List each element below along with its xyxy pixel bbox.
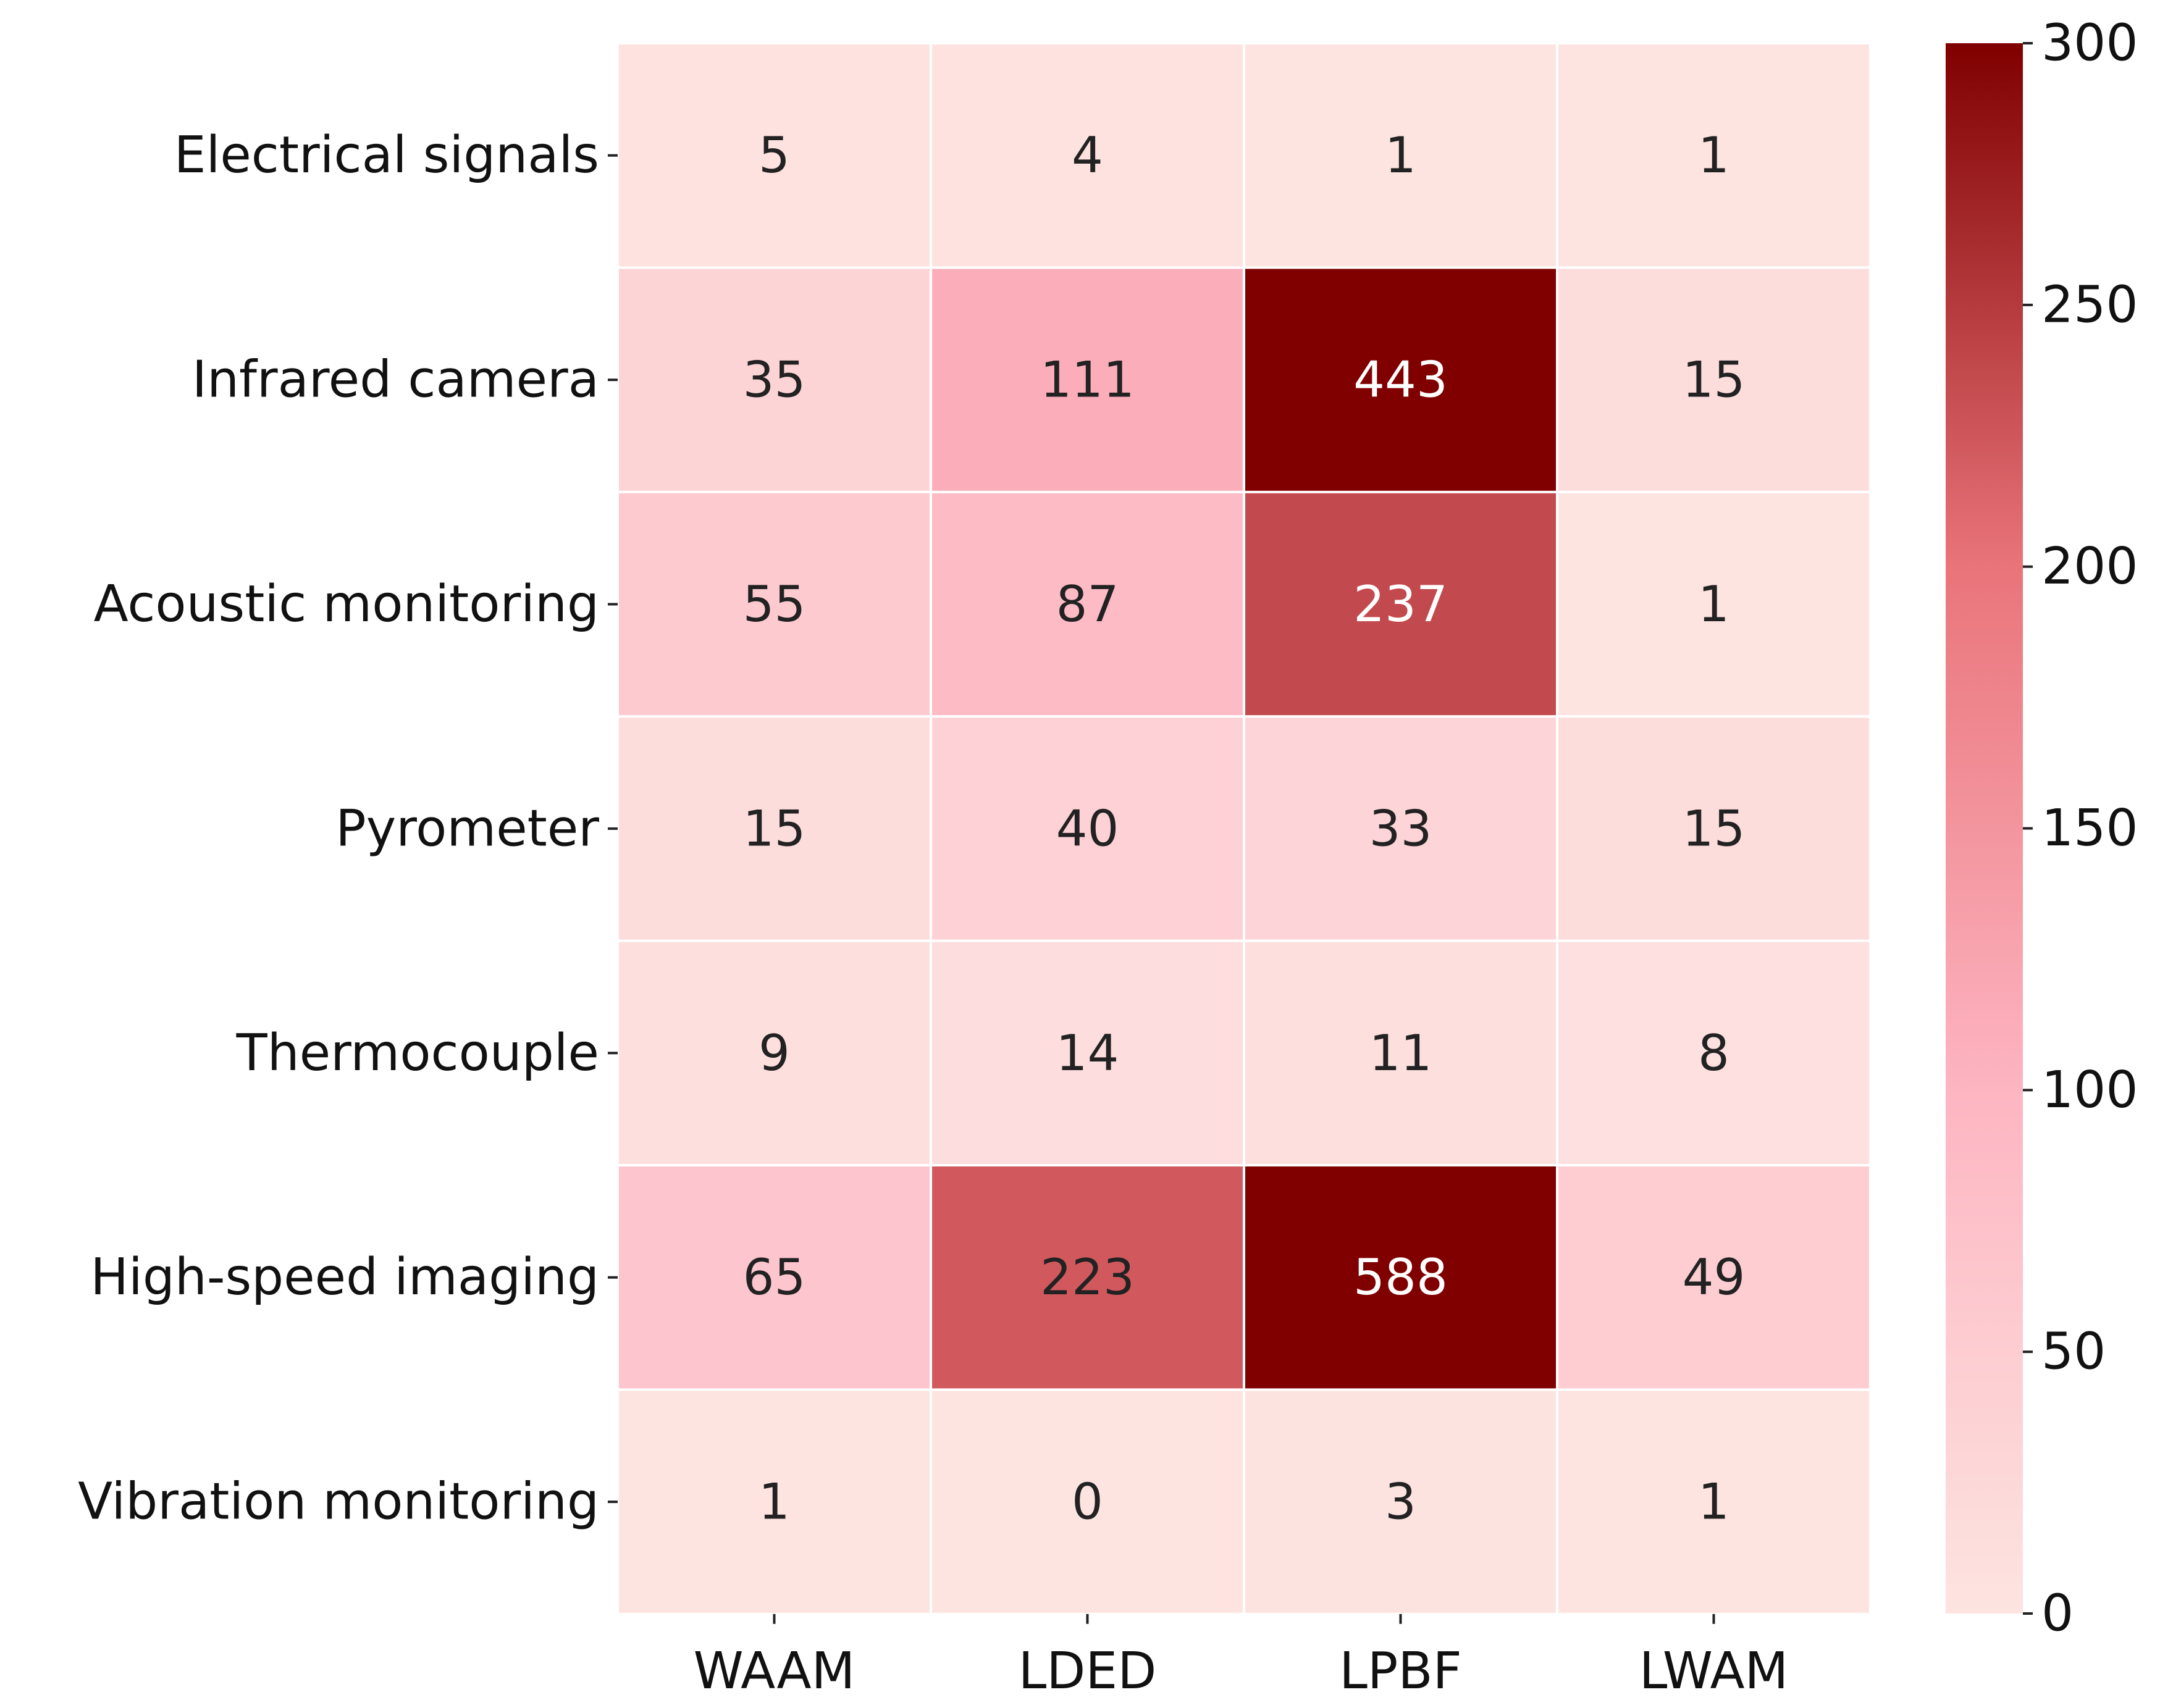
cell-value-label: 1: [759, 1473, 790, 1531]
heatmap-cell: [1245, 44, 1556, 267]
colorbar-tick-label: 100: [2041, 1061, 2138, 1120]
cell-value-label: 35: [743, 351, 806, 409]
heatmap-cell: [619, 1166, 930, 1389]
cell-value-label: 33: [1369, 800, 1432, 857]
heatmap-cell: [1558, 493, 1869, 716]
heatmap-cell: [1558, 1166, 1869, 1389]
heatmap-cell: [619, 1391, 930, 1613]
x-axis: WAAM LDED LPBF LWAM: [694, 1614, 1789, 1701]
heatmap-cell: [619, 269, 930, 491]
heatmap-cell: [619, 44, 930, 267]
heatmap-cell: [619, 493, 930, 716]
colorbar-tick-label: 300: [2041, 14, 2138, 73]
heatmap-cell: [932, 1166, 1243, 1389]
cell-value-label: 237: [1353, 576, 1448, 633]
colorbar-tick-label: 50: [2041, 1323, 2106, 1381]
colorbar-tick-label: 250: [2041, 275, 2138, 334]
colorbar-tick-label: 200: [2041, 537, 2138, 596]
heatmap-cell: [1245, 269, 1556, 491]
cell-value-label: 87: [1056, 576, 1119, 633]
heatmap-cell: [932, 269, 1243, 491]
colorbar-tick-label: 0: [2041, 1585, 2074, 1643]
row-label: Thermocouple: [236, 1024, 599, 1082]
heatmap-cell: [1558, 269, 1869, 491]
cell-value-label: 223: [1040, 1249, 1135, 1306]
heatmap-cell: [932, 718, 1243, 940]
heatmap-cells: [618, 43, 1870, 1614]
cell-value-label: 5: [759, 127, 790, 184]
colorbar-gradient: [1946, 43, 2023, 1614]
y-axis: Electrical signals Infrared camera Acousti…: [78, 126, 618, 1531]
cell-value-label: 1: [1698, 127, 1729, 184]
row-label: High-speed imaging: [90, 1248, 599, 1307]
heatmap-cell: [1558, 44, 1869, 267]
cell-value-label: 1: [1385, 127, 1416, 184]
heatmap-cell: [1558, 942, 1869, 1164]
cell-value-label: 15: [743, 800, 806, 857]
cell-value-label: 4: [1072, 127, 1103, 184]
cell-value-label: 9: [759, 1024, 790, 1082]
heatmap-cell: [1245, 1166, 1556, 1389]
cell-value-label: 15: [1683, 800, 1746, 857]
heatmap-cell: [932, 493, 1243, 716]
cell-value-label: 15: [1683, 351, 1746, 409]
colorbar-tick-label: 150: [2041, 799, 2138, 858]
cell-value-label: 1: [1698, 1473, 1729, 1531]
heatmap-cell: [932, 44, 1243, 267]
row-label: Acoustic monitoring: [94, 575, 599, 634]
cell-value-label: 40: [1056, 800, 1119, 857]
heatmap-cell: [1245, 718, 1556, 940]
heatmap-cell: [619, 942, 930, 1164]
heatmap-cell: [1245, 1391, 1556, 1613]
cell-value-label: 0: [1072, 1473, 1103, 1531]
column-label: LWAM: [1639, 1642, 1789, 1701]
heatmap-cell: [932, 942, 1243, 1164]
cell-value-label: 14: [1056, 1024, 1119, 1082]
cell-value-label: 111: [1040, 351, 1135, 409]
cell-value-label: 55: [743, 576, 806, 633]
column-label: LDED: [1019, 1642, 1157, 1701]
heatmap-cell: [619, 718, 930, 940]
row-label: Vibration monitoring: [78, 1473, 599, 1531]
row-label: Infrared camera: [192, 351, 599, 409]
cell-value-label: 3: [1385, 1473, 1416, 1531]
cell-value-label: 11: [1369, 1024, 1432, 1082]
heatmap-cell: [1245, 942, 1556, 1164]
cell-value-label: 8: [1698, 1024, 1729, 1082]
heatmap-cell: [1245, 493, 1556, 716]
cell-value-label: 443: [1353, 351, 1448, 409]
column-label: LPBF: [1339, 1642, 1462, 1701]
heatmap-cell: [1558, 1391, 1869, 1613]
row-label: Electrical signals: [174, 126, 599, 185]
cell-value-label: 1: [1698, 576, 1729, 633]
cell-value-label: 49: [1683, 1249, 1746, 1306]
heatmap-cell: [1558, 718, 1869, 940]
column-label: WAAM: [694, 1642, 855, 1701]
cell-value-label: 65: [743, 1249, 806, 1306]
colorbar: 0 50 100 150 200 250 300: [1946, 14, 2138, 1643]
row-label: Pyrometer: [335, 799, 599, 858]
heatmap-cell: [932, 1391, 1243, 1613]
cell-value-label: 588: [1353, 1249, 1448, 1306]
